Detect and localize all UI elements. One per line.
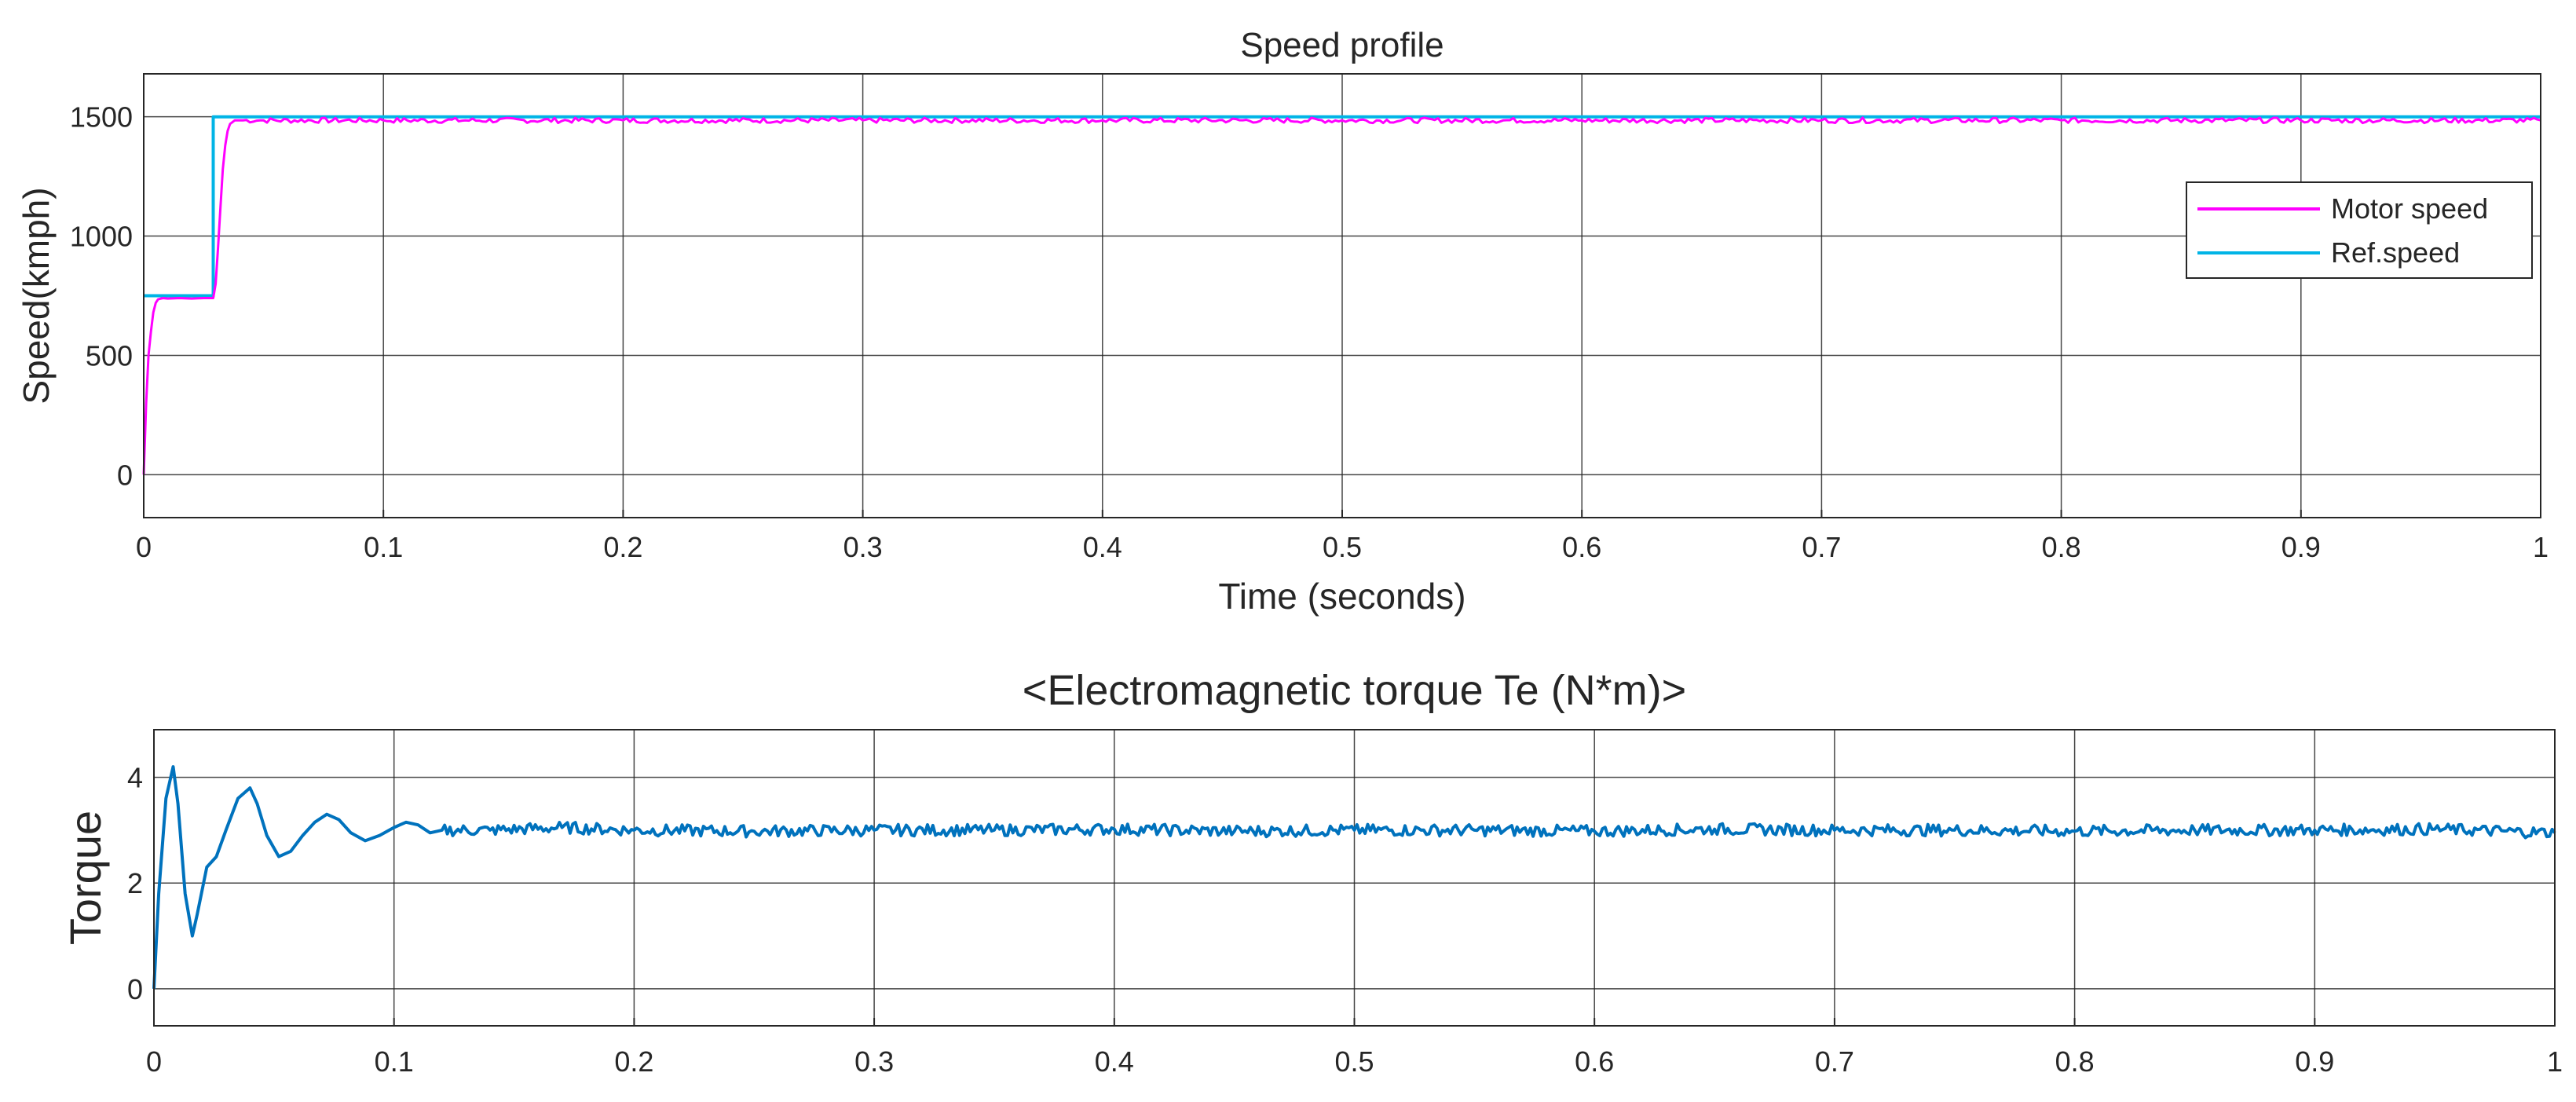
- y-tick-label: 0: [127, 973, 143, 1005]
- y-tick-label: 1500: [70, 101, 133, 134]
- x-tick-label: 0.2: [603, 531, 642, 563]
- y-tick-label: 1000: [70, 221, 133, 253]
- x-tick-label: 0.8: [2055, 1045, 2095, 1078]
- x-tick-label: 0.2: [614, 1045, 653, 1078]
- x-tick-label: 0.4: [1083, 531, 1122, 563]
- legend-label-ref-speed: Ref.speed: [2331, 236, 2460, 269]
- series-line-0: [142, 116, 2541, 475]
- x-tick-label: 0.4: [1095, 1045, 1134, 1078]
- y-axis-label: Torque: [60, 811, 110, 945]
- y-axis-label: Speed(kmph): [16, 187, 57, 404]
- x-tick-label: 0.5: [1323, 531, 1362, 563]
- torque-chart: 0 0.1 0.2 0.3 0.4 0.5 0.6 0.7 0.8 0.9 1 0 2 4 <Electr…: [60, 667, 2563, 1078]
- x-tick-label: 0.6: [1562, 531, 1601, 563]
- y-tick-label: 0: [117, 459, 133, 491]
- x-tick-label: 0: [146, 1045, 162, 1078]
- tick-labels: 0 0.1 0.2 0.3 0.4 0.5 0.6 0.7 0.8 0.9 1 0 2 4: [127, 762, 2563, 1078]
- series-group: [142, 115, 2541, 475]
- x-axis-label: Time (seconds): [1218, 576, 1465, 617]
- speed-profile-chart: 0 0.1 0.2 0.3 0.4 0.5 0.6 0.7 0.8 0.9 1 0 500 1000 150…: [16, 26, 2549, 617]
- axes-box: [143, 73, 2541, 518]
- chart-title: Speed profile: [1240, 26, 1444, 64]
- x-tick-label: 0.3: [854, 1045, 894, 1078]
- x-tick-label: 0.8: [2042, 531, 2081, 563]
- x-tick-label: 0.9: [2295, 1045, 2334, 1078]
- y-tick-label: 2: [127, 867, 143, 899]
- series-line-1: [144, 115, 2541, 298]
- x-tick-label: 0.3: [843, 531, 883, 563]
- x-tick-label: 0.6: [1575, 1045, 1614, 1078]
- x-tick-label: 0.1: [375, 1045, 414, 1078]
- x-tick-label: 1: [2533, 531, 2549, 563]
- x-tick-label: 1: [2547, 1045, 2563, 1078]
- x-tick-label: 0.7: [1815, 1045, 1854, 1078]
- x-tick-label: 0: [136, 531, 152, 563]
- legend: Motor speed Ref.speed: [2186, 181, 2533, 279]
- x-tick-label: 0.9: [2281, 531, 2321, 563]
- legend-box: [2186, 181, 2533, 279]
- legend-label-motor-speed: Motor speed: [2331, 192, 2488, 225]
- series-line-0: [152, 765, 2556, 990]
- x-tick-label: 0.5: [1334, 1045, 1374, 1078]
- series-group: [152, 765, 2556, 990]
- chart-title: <Electromagnetic torque Te (N*m)>: [1023, 667, 1686, 714]
- tick-labels: 0 0.1 0.2 0.3 0.4 0.5 0.6 0.7 0.8 0.9 1 0 500 1000 150…: [70, 101, 2549, 563]
- axes-box: [153, 729, 2556, 1027]
- x-tick-label: 0.1: [364, 531, 403, 563]
- x-tick-label: 0.7: [1802, 531, 1841, 563]
- y-tick-label: 4: [127, 762, 143, 794]
- y-tick-label: 500: [86, 339, 133, 372]
